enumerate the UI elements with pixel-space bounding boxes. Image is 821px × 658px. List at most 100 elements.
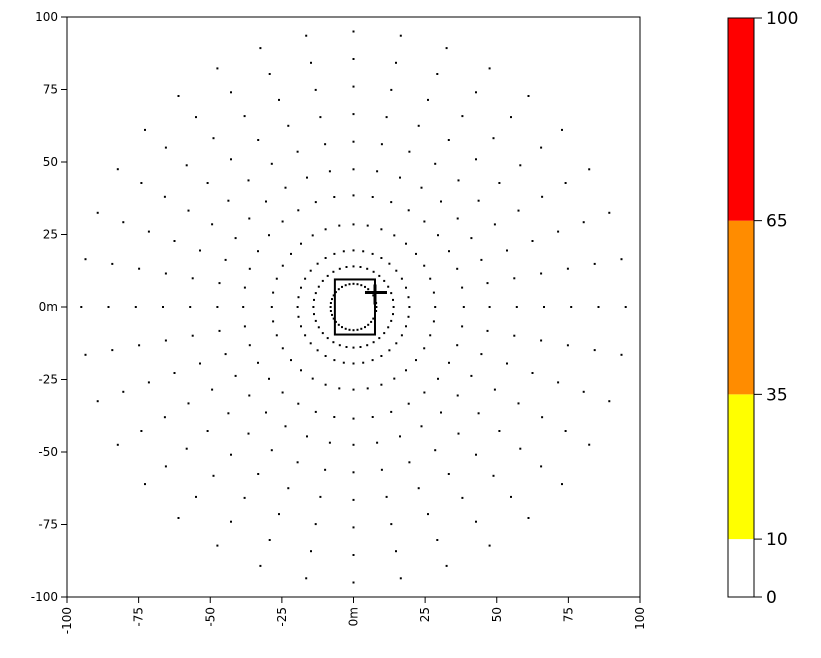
receptor-point (390, 201, 393, 204)
receptor-point (557, 381, 560, 384)
receptor-point (399, 577, 402, 580)
legend-segment (728, 18, 754, 221)
receptor-point (366, 224, 369, 227)
receptor-point (405, 286, 407, 289)
receptor-point (211, 388, 214, 391)
receptor-point (395, 61, 397, 64)
receptor-point (333, 416, 336, 418)
receptor-point (408, 150, 411, 153)
y-tick-label: 25 (43, 228, 58, 242)
receptor-point (329, 302, 332, 304)
receptor-point (366, 267, 369, 270)
x-tick-label: -75 (132, 607, 146, 627)
receptor-point (543, 306, 545, 308)
receptor-point (96, 400, 99, 403)
receptor-point (342, 250, 345, 253)
receptor-point (359, 266, 362, 268)
receptor-point (415, 359, 417, 362)
legend-segment (728, 539, 754, 597)
receptor-point (400, 277, 403, 280)
receptor-point (314, 523, 317, 526)
receptor-point (352, 282, 355, 285)
receptor-point (212, 137, 215, 140)
receptor-point (371, 252, 374, 255)
receptor-point (337, 323, 340, 326)
legend-frame (727, 17, 755, 598)
receptor-point (248, 394, 251, 397)
receptor-point (390, 292, 393, 295)
receptor-point (287, 487, 290, 490)
x-tick-label: -25 (275, 607, 289, 627)
legend-ticks: 0 10 35 65 100 (754, 9, 798, 608)
receptor-point (395, 550, 397, 553)
receptor-point (427, 513, 429, 516)
receptor-point (445, 47, 448, 50)
receptor-point (270, 162, 273, 165)
receptor-point (429, 334, 432, 337)
receptor-point (566, 267, 569, 270)
receptor-point (506, 249, 508, 252)
receptor-point (324, 383, 327, 386)
receptor-point (344, 284, 347, 287)
receptor-point (332, 294, 335, 297)
receptor-point (493, 388, 496, 391)
receptor-point (341, 326, 343, 329)
receptor-point (352, 554, 355, 556)
receptor-point (296, 461, 299, 464)
receptor-point (392, 298, 394, 301)
receptor-point (333, 252, 336, 255)
legend-segment (728, 394, 754, 540)
receptor-point (407, 296, 410, 299)
receptor-point (470, 374, 473, 377)
receptor-point (366, 387, 369, 390)
receptor-point (367, 323, 370, 326)
receptor-point (107, 306, 110, 308)
receptor-point (116, 168, 119, 171)
receptor-point (515, 306, 518, 308)
receptor-point (306, 176, 308, 179)
receptor-point (324, 143, 327, 146)
x-tick-label: 100 (633, 607, 647, 630)
receptor-point (284, 186, 287, 189)
y-axis: -100 -75 -50 -25 0m 25 50 75 100 (31, 10, 67, 604)
receptor-point (519, 164, 522, 167)
receptor-point (177, 95, 180, 97)
receptor-point (448, 361, 450, 364)
receptor-point (242, 306, 245, 308)
receptor-point (498, 430, 501, 432)
receptor-point (447, 139, 450, 141)
receptor-point (517, 402, 520, 405)
receptor-point (187, 402, 190, 405)
receptor-point (333, 196, 336, 198)
receptor-point (348, 283, 351, 286)
receptor-point (287, 124, 290, 127)
receptor-point (564, 430, 567, 432)
receptor-point (371, 359, 374, 362)
receptor-point (407, 209, 410, 212)
receptor-point (313, 313, 315, 316)
receptor-point (300, 325, 302, 328)
receptor-point (248, 344, 251, 347)
receptor-point (230, 91, 232, 94)
receptor-point (191, 334, 194, 337)
receptor-point (329, 306, 332, 308)
receptor-point (440, 411, 442, 414)
receptor-point (164, 465, 167, 468)
receptor-point (475, 520, 477, 523)
receptor-point (328, 441, 331, 444)
receptor-point (216, 67, 219, 70)
receptor-point (333, 359, 336, 362)
receptor-point (259, 47, 262, 50)
receptor-point (352, 526, 355, 529)
receptor-point (268, 73, 271, 75)
receptor-point (364, 285, 366, 288)
receptor-point (378, 274, 381, 277)
receptor-point (388, 349, 391, 352)
receptor-point (270, 306, 273, 308)
receptor-point (281, 220, 284, 223)
receptor-point (462, 306, 465, 308)
receptor-point (371, 416, 374, 418)
receptor-point (216, 544, 219, 547)
receptor-point (352, 249, 355, 252)
receptor-point (270, 449, 273, 452)
